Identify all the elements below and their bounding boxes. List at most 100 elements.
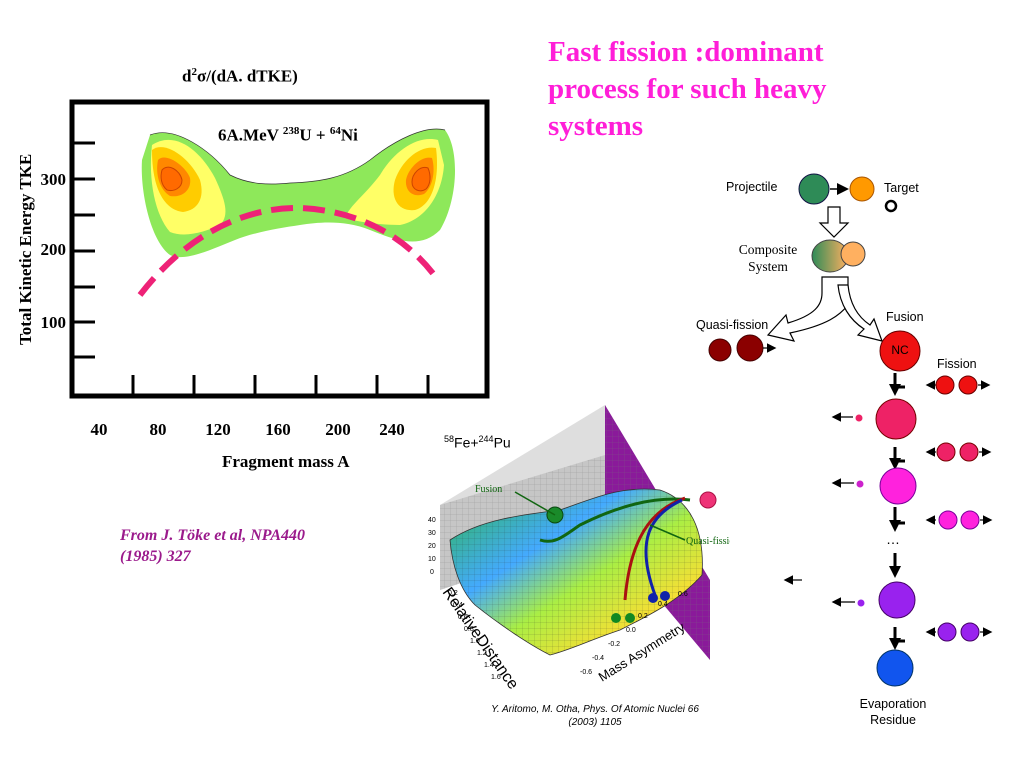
x-axis-ticks bbox=[131, 375, 430, 396]
slide-title: Fast fission :dominant process for such … bbox=[548, 34, 908, 145]
fragment-ball-green-1 bbox=[611, 613, 621, 623]
quasi-fragment-2 bbox=[736, 334, 764, 362]
z-tick-0: 0 bbox=[430, 569, 434, 576]
projectile-ball bbox=[699, 491, 717, 509]
surface-title-suffix: Pu bbox=[493, 434, 511, 451]
quasi-fission-arrow-icon bbox=[766, 276, 849, 342]
x-tick-160: 160 bbox=[265, 420, 291, 439]
reaction-suffix: Ni bbox=[340, 125, 358, 145]
quasi-fragment-1 bbox=[708, 338, 732, 362]
reaction-mid: U + bbox=[299, 125, 330, 145]
fragment-ball-blue-2 bbox=[660, 591, 670, 601]
rd-tick-0.8: 0.8 bbox=[464, 626, 474, 633]
reaction-prefix: 6A.MeV bbox=[218, 125, 283, 145]
reference-toke-line-2: (1985) 327 bbox=[120, 548, 191, 565]
rd-tick-1.4: 1.4 bbox=[484, 662, 494, 669]
reference-aritomo-line-2: (2003) 1105 bbox=[568, 717, 622, 728]
quasi-fission-surface-label: Quasi-fission bbox=[686, 536, 730, 547]
z-tick-30: 30 bbox=[428, 530, 436, 537]
evaporation-residue-label: Evaporation Residue bbox=[845, 696, 941, 728]
cross-section-sup: 2 bbox=[191, 66, 197, 78]
residue-nucleus bbox=[876, 649, 914, 687]
fission-pair-3 bbox=[925, 510, 993, 530]
evap-particle-2 bbox=[856, 480, 864, 488]
composite-line-1: Composite bbox=[738, 242, 798, 257]
ma-tick-neg-0.4: -0.4 bbox=[592, 655, 604, 662]
z-tick-20: 20 bbox=[428, 543, 436, 550]
evaporation-line-1: Evaporation bbox=[859, 697, 927, 711]
ellipsis-label: … bbox=[886, 531, 900, 547]
reaction-diagram bbox=[708, 173, 993, 687]
fusion-label: Fusion bbox=[886, 310, 924, 324]
x-tick-200: 200 bbox=[325, 420, 351, 439]
fission-pair-4 bbox=[925, 622, 993, 642]
quasi-fission-trajectory-blue bbox=[644, 498, 683, 596]
fragment-ball-blue-1 bbox=[648, 593, 658, 603]
reaction-label: 6A.MeV 238U + 64Ni bbox=[218, 125, 358, 146]
y-tick-300: 300 bbox=[40, 170, 67, 189]
rd-tick-0.2: 0.2 bbox=[448, 590, 458, 597]
composite-nucleus-right bbox=[840, 241, 866, 267]
step-nucleus-2 bbox=[875, 398, 917, 440]
reference-toke-line-1: From J. Töke et al, NPA440 bbox=[120, 527, 306, 544]
projectile-nucleus bbox=[798, 173, 830, 205]
reaction-sup-1: 238 bbox=[282, 125, 300, 137]
surface-title-mid: Fe+ bbox=[454, 434, 479, 451]
fusion-leader bbox=[514, 491, 556, 516]
potential-surface-plot: 40 30 20 10 0 0.2 0.4 0.6 0.8 1.0 1.2 1.… bbox=[428, 405, 730, 693]
composite-system-label: Composite System bbox=[728, 241, 808, 275]
x-tick-40: 40 bbox=[90, 420, 108, 439]
ma-tick-neg-0.2: -0.2 bbox=[608, 641, 620, 648]
rd-tick-1.0: 1.0 bbox=[470, 638, 480, 645]
z-tick-10: 10 bbox=[428, 556, 436, 563]
step-nucleus-4 bbox=[878, 581, 916, 619]
evap-particle-3 bbox=[857, 599, 865, 607]
evap-particle-1 bbox=[855, 414, 863, 422]
ma-tick-0.2: 0.2 bbox=[638, 613, 648, 620]
nc-nucleus bbox=[879, 330, 921, 372]
z-tick-40: 40 bbox=[428, 517, 436, 524]
contour-center bbox=[160, 166, 183, 191]
target-nucleus bbox=[849, 176, 875, 202]
y-tick-200: 200 bbox=[40, 240, 67, 259]
fragment-ball-green-2 bbox=[625, 613, 635, 623]
cross-section-rest: σ/(dA. dTKE) bbox=[196, 66, 298, 86]
target-marker-icon bbox=[884, 199, 898, 213]
title-line-1: Fast fission :dominant bbox=[548, 36, 824, 68]
title-line-2: process for such heavy bbox=[548, 73, 827, 105]
quasi-fission-leader bbox=[649, 524, 686, 541]
composite-arrow-icon bbox=[818, 206, 850, 238]
ma-tick-0.4: 0.4 bbox=[658, 601, 668, 608]
composite-line-2: System bbox=[748, 259, 788, 274]
target-label: Target bbox=[884, 181, 919, 195]
rd-tick-1.6: 1.6 bbox=[491, 674, 501, 681]
rd-tick-0.6: 0.6 bbox=[458, 614, 468, 621]
x-tick-80: 80 bbox=[149, 420, 167, 439]
evaporation-line-2: Residue bbox=[870, 713, 916, 727]
liquid-drop-parabola bbox=[137, 204, 438, 297]
fusion-surface-label: Fusion bbox=[475, 484, 502, 495]
reference-toke: From J. Töke et al, NPA440 (1985) 327 bbox=[120, 525, 305, 567]
cross-section-d: d bbox=[182, 66, 192, 86]
quasi-fission-label: Quasi-fission bbox=[696, 318, 769, 332]
nc-label: NC bbox=[891, 343, 909, 357]
projectile-label: Projectile bbox=[726, 180, 778, 194]
reference-aritomo: Y. Aritomo, M. Otha, Phys. Of Atomic Nuc… bbox=[470, 703, 720, 729]
reference-aritomo-line-1: Y. Aritomo, M. Otha, Phys. Of Atomic Nuc… bbox=[491, 704, 699, 715]
fusion-arrow-icon bbox=[837, 284, 883, 342]
surface-title-sup-1: 58 bbox=[444, 434, 455, 444]
fission-pair-1 bbox=[925, 375, 991, 395]
fusion-trajectory bbox=[539, 497, 691, 543]
surface-title-sup-2: 244 bbox=[478, 434, 494, 444]
surface-plot-title: 58Fe+244Pu bbox=[444, 434, 511, 451]
y-axis-ticks bbox=[72, 141, 95, 359]
y-tick-100: 100 bbox=[40, 313, 67, 332]
x-tick-120: 120 bbox=[205, 420, 231, 439]
ma-tick-0.0: 0.0 bbox=[626, 627, 636, 634]
ma-tick-neg-0.6: -0.6 bbox=[580, 669, 592, 676]
fission-label: Fission bbox=[937, 357, 977, 371]
contour-line bbox=[149, 128, 446, 185]
fission-pair-2 bbox=[925, 442, 992, 462]
contour-center-right bbox=[411, 166, 431, 192]
title-line-3: systems bbox=[548, 110, 644, 142]
